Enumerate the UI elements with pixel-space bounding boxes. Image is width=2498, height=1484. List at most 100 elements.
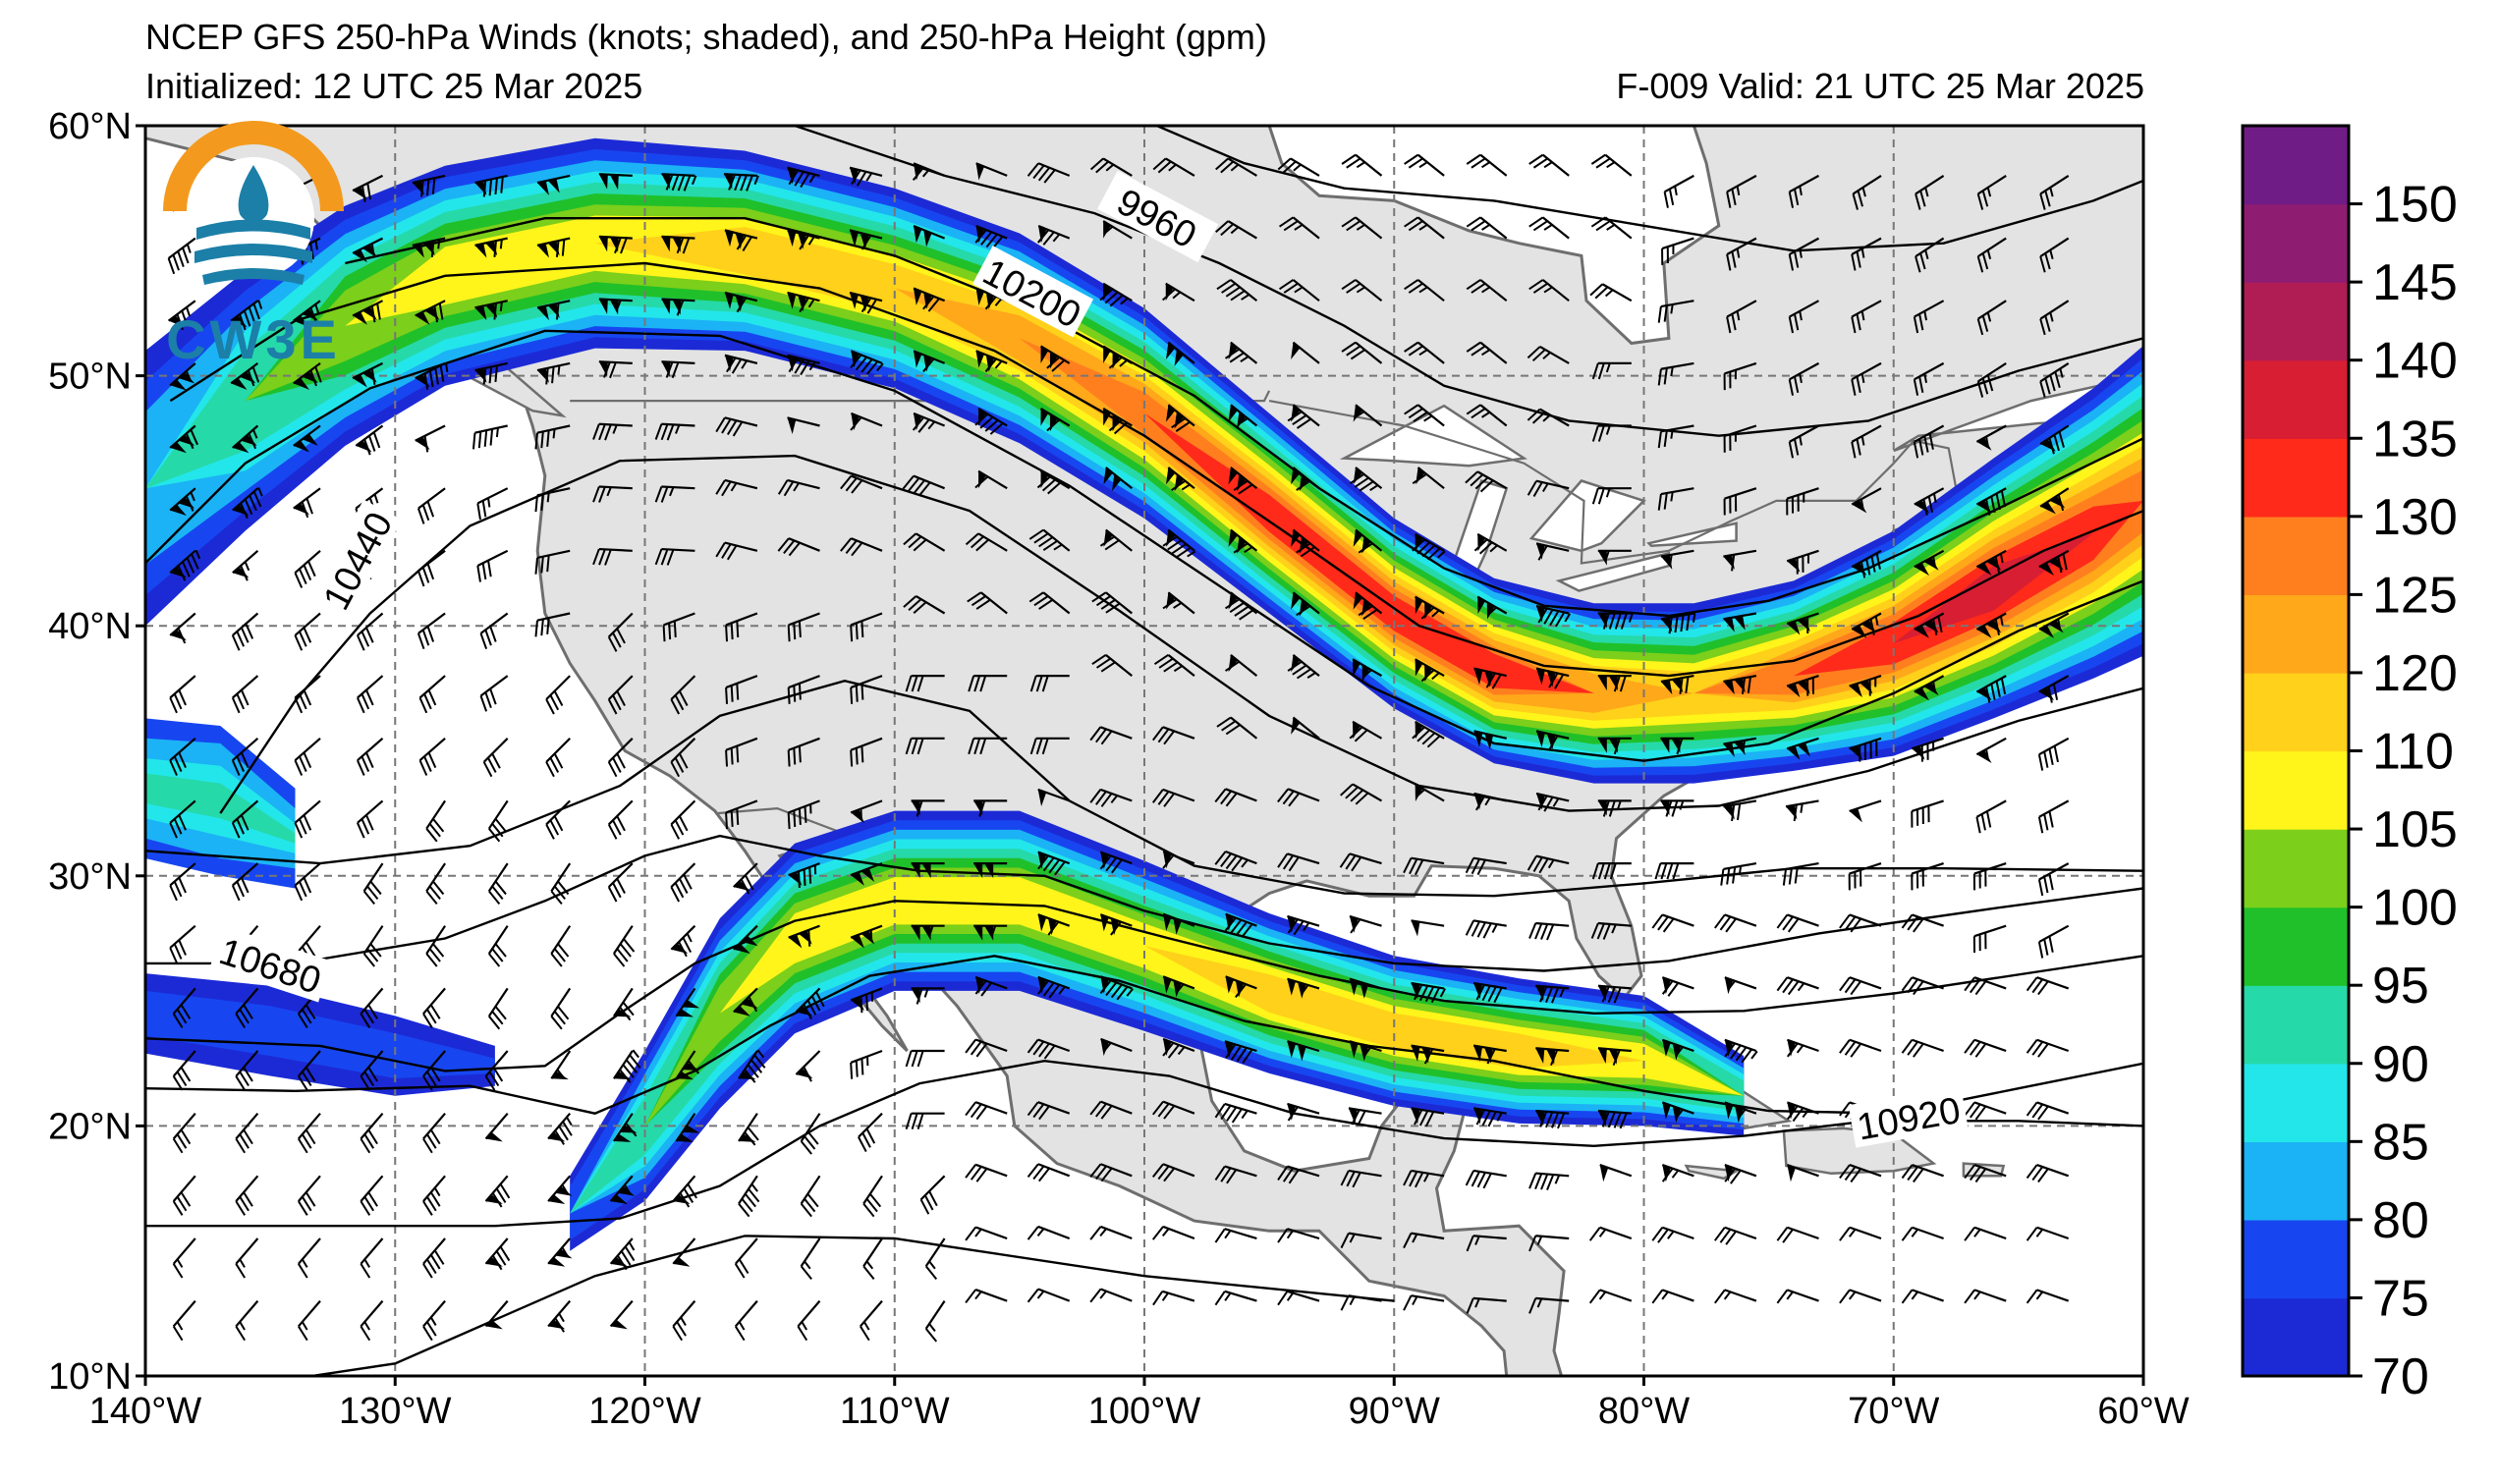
wind-barb	[850, 862, 883, 886]
wind-barb	[1339, 852, 1382, 872]
wind-barb	[912, 412, 946, 433]
wind-barb	[1466, 1296, 1507, 1314]
colorbar-label: 140	[2372, 333, 2458, 390]
wind-barb	[1597, 984, 1632, 1004]
wind-barb	[1103, 467, 1133, 492]
wind-barb	[912, 162, 946, 181]
wind-barb	[787, 354, 820, 376]
wind-barb	[2039, 361, 2070, 398]
wind-barb	[1651, 1226, 1694, 1243]
wind-barb	[172, 1112, 196, 1154]
wind-barb	[293, 300, 321, 328]
wind-barb	[613, 987, 635, 1021]
colorbar-swatch-105	[2243, 750, 2349, 830]
wind-barb	[422, 1112, 446, 1154]
wind-barb	[787, 737, 820, 767]
wind-barb	[1089, 1163, 1133, 1182]
wind-barb	[357, 612, 384, 651]
lon-tick-label: 90°W	[1349, 1391, 1440, 1432]
wind-barb	[422, 1237, 446, 1279]
wind-barb	[725, 799, 758, 830]
wind-barb	[725, 737, 758, 767]
wind-barb	[1349, 914, 1382, 934]
wind-barb	[1776, 913, 1819, 933]
wind-barb	[662, 612, 695, 642]
wind-barb	[167, 237, 196, 275]
height-contour-10	[145, 955, 2143, 1115]
wind-barb	[1660, 549, 1694, 570]
wind-barb	[422, 1050, 446, 1091]
wind-barb	[1851, 237, 1882, 271]
wind-barb	[1027, 1225, 1071, 1240]
wind-barb	[1661, 976, 1694, 997]
wind-barb	[734, 1237, 758, 1279]
wind-barb	[472, 424, 508, 450]
wind-barb	[1786, 675, 1819, 698]
wind-barb	[1224, 653, 1258, 677]
wind-barb	[1851, 487, 1882, 514]
wind-barb	[1039, 408, 1071, 432]
wind-barb	[1089, 788, 1133, 807]
wind-barb	[1597, 1047, 1632, 1066]
wind-barb	[172, 1299, 196, 1342]
wind-barb	[167, 300, 196, 331]
wind-barb	[860, 1299, 883, 1342]
subtropical-jet-band-110	[570, 901, 1745, 1214]
wind-barb	[1028, 528, 1071, 552]
wind-barb	[536, 237, 571, 258]
wind-barb	[1089, 726, 1133, 745]
wind-barb	[545, 675, 571, 715]
wind-barb	[661, 235, 695, 254]
wind-barb	[1849, 799, 1882, 823]
wind-barb	[672, 1237, 696, 1267]
wind-barb	[1911, 737, 1944, 762]
wind-barb	[1287, 653, 1320, 680]
wind-barb	[1851, 424, 1882, 459]
wind-barb	[724, 229, 758, 251]
wind-barb	[235, 1050, 259, 1091]
wind-barb	[1100, 1037, 1133, 1057]
wind-barb	[1091, 653, 1133, 677]
wind-barb	[1340, 1294, 1382, 1311]
wind-barb	[850, 612, 883, 642]
wind-barb	[1036, 224, 1071, 246]
wind-barb	[550, 862, 572, 906]
lat-tick-label: 40°N	[48, 606, 132, 647]
colorbar-label: 150	[2372, 177, 2458, 234]
wind-barb	[418, 675, 446, 714]
colorbar-label: 70	[2372, 1348, 2429, 1405]
wind-barb	[1591, 861, 1632, 880]
wind-barb	[357, 799, 384, 839]
wind-barb	[787, 675, 820, 704]
wind-barb	[1036, 469, 1071, 495]
wind-barb	[1851, 361, 1882, 396]
wind-barb	[1535, 984, 1570, 1004]
wind-barb	[1349, 720, 1383, 742]
wind-barb	[1788, 237, 1820, 271]
wind-barb	[1340, 783, 1383, 805]
wind-barb	[609, 1299, 634, 1330]
wind-barb	[1214, 850, 1257, 872]
wind-barb	[1535, 542, 1570, 561]
wind-barb	[412, 174, 446, 197]
wind-barb	[1472, 1044, 1507, 1065]
wind-barb	[1039, 345, 1071, 372]
wind-barb	[1353, 528, 1383, 554]
wind-barb	[412, 237, 446, 258]
wind-barb	[2026, 1164, 2070, 1183]
wind-barb	[1964, 1038, 2007, 1058]
logo-sun-ring	[163, 121, 344, 212]
wind-barb	[2039, 487, 2070, 515]
wind-barb	[1037, 851, 1071, 876]
colorbar-swatch-85	[2243, 1063, 2349, 1142]
wind-barb	[1527, 479, 1570, 498]
wind-barb	[1411, 919, 1445, 937]
wind-barb	[1657, 300, 1694, 323]
wind-barb	[1527, 854, 1570, 874]
wind-barb	[670, 675, 696, 715]
wind-barb	[1027, 1288, 1071, 1303]
wind-barb	[592, 422, 633, 441]
wind-barb	[355, 424, 384, 456]
wind-barb	[416, 549, 446, 587]
colorbar-label: 145	[2372, 254, 2458, 311]
